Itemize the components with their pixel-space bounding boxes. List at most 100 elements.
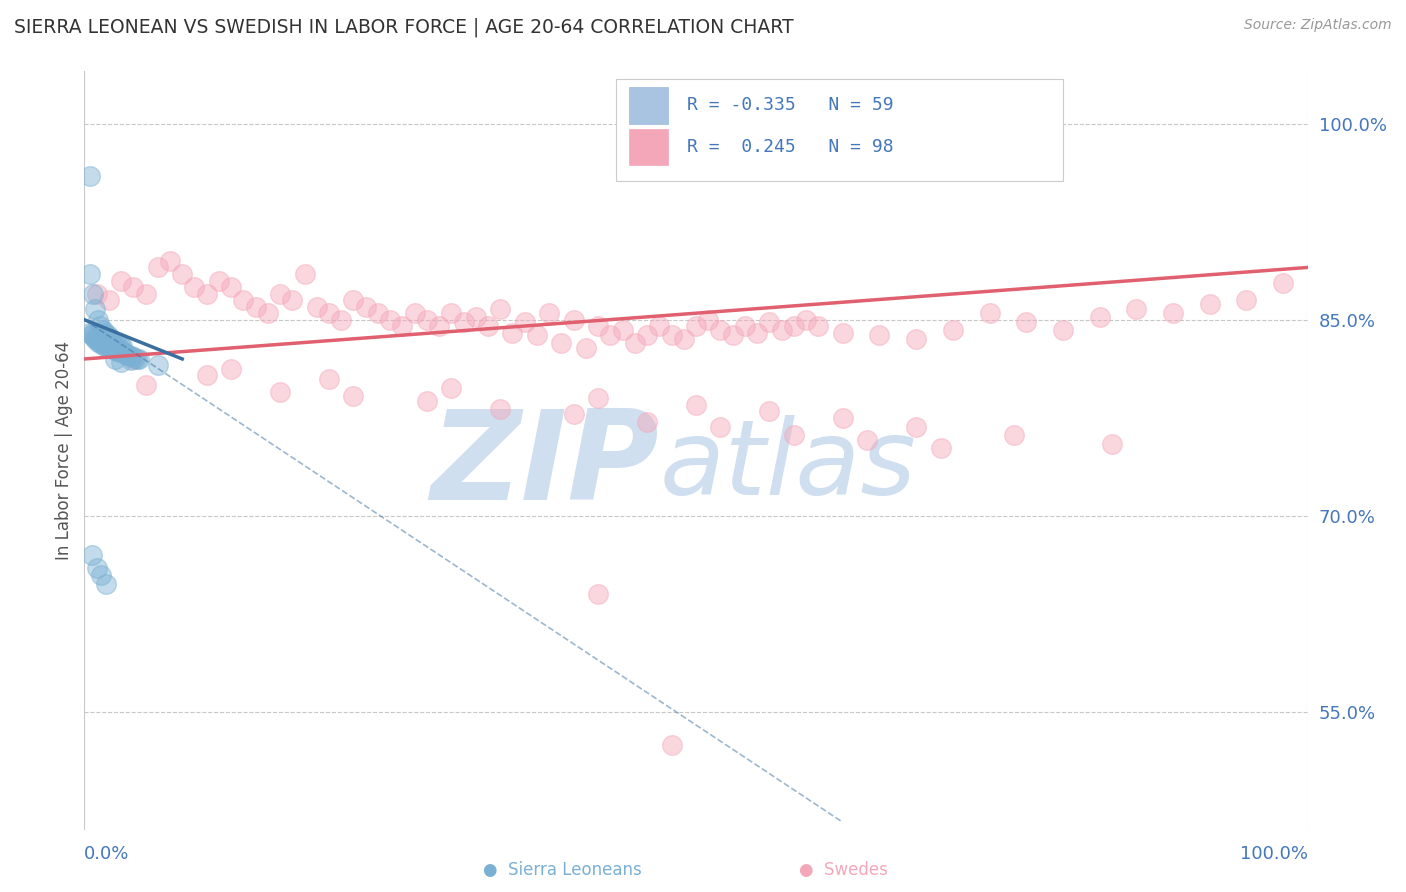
Point — [82, 286, 104, 301]
Point — [96, 336, 118, 351]
Point — [112, 345, 135, 359]
Point — [709, 323, 731, 337]
Point — [208, 273, 231, 287]
Point — [84, 302, 107, 317]
Point — [747, 326, 769, 340]
Point — [79, 169, 101, 183]
Point — [562, 407, 585, 421]
Point — [869, 328, 891, 343]
Point — [107, 343, 129, 357]
Point — [489, 302, 512, 317]
Point — [146, 260, 169, 275]
Point — [794, 312, 817, 326]
Point — [98, 342, 121, 356]
Point — [354, 300, 377, 314]
Point — [672, 332, 695, 346]
Point — [586, 319, 609, 334]
Text: ●  Sierra Leoneans: ● Sierra Leoneans — [484, 861, 641, 879]
Point — [905, 332, 928, 346]
Point — [380, 312, 402, 326]
Point — [709, 420, 731, 434]
Point — [77, 326, 100, 340]
FancyBboxPatch shape — [616, 79, 1063, 181]
Point — [464, 310, 486, 325]
Point — [86, 561, 108, 575]
Point — [183, 280, 205, 294]
Point — [94, 326, 117, 340]
Point — [440, 306, 463, 320]
Point — [624, 336, 647, 351]
Point — [83, 330, 105, 344]
Point — [96, 576, 118, 591]
Point — [1236, 293, 1258, 307]
Point — [195, 368, 218, 382]
Point — [105, 336, 128, 351]
Point — [1198, 297, 1220, 311]
Point — [305, 300, 328, 314]
Point — [97, 328, 120, 343]
Point — [105, 342, 128, 356]
Point — [104, 334, 127, 349]
Point — [195, 286, 218, 301]
Point — [1161, 306, 1184, 320]
Point — [159, 253, 181, 268]
Point — [80, 328, 103, 343]
Point — [146, 359, 169, 373]
Point — [97, 293, 120, 307]
Bar — [628, 129, 668, 165]
Point — [685, 398, 707, 412]
Point — [124, 351, 146, 365]
Point — [125, 351, 148, 366]
Point — [87, 332, 110, 346]
Point — [648, 319, 671, 334]
Point — [269, 286, 291, 301]
Point — [1002, 427, 1025, 442]
Point — [1125, 302, 1147, 317]
Point — [1088, 310, 1111, 325]
Point — [89, 336, 111, 351]
Point — [111, 345, 134, 359]
Point — [90, 334, 112, 348]
Point — [91, 323, 114, 337]
Point — [128, 351, 150, 366]
Bar — [628, 87, 668, 124]
Point — [101, 334, 124, 348]
Text: 100.0%: 100.0% — [1240, 845, 1308, 863]
Point — [108, 337, 131, 351]
Point — [108, 345, 131, 359]
Point — [118, 349, 141, 363]
Y-axis label: In Labor Force | Age 20-64: In Labor Force | Age 20-64 — [55, 341, 73, 560]
Point — [807, 319, 830, 334]
Text: Source: ZipAtlas.com: Source: ZipAtlas.com — [1244, 18, 1392, 32]
Point — [120, 353, 142, 368]
Text: R =  0.245   N = 98: R = 0.245 N = 98 — [688, 138, 894, 156]
Point — [86, 331, 108, 345]
Point — [342, 293, 364, 307]
Point — [856, 433, 879, 447]
Point — [245, 300, 267, 314]
Point — [104, 343, 127, 357]
Point — [758, 404, 780, 418]
Point — [330, 312, 353, 326]
Point — [91, 337, 114, 351]
Point — [404, 306, 426, 320]
Point — [685, 319, 707, 334]
Point — [281, 293, 304, 307]
Point — [89, 319, 111, 334]
Point — [122, 280, 145, 294]
Point — [172, 267, 194, 281]
Point — [94, 339, 117, 353]
Point — [697, 312, 720, 326]
Point — [97, 340, 120, 354]
Text: 0.0%: 0.0% — [84, 845, 129, 863]
Text: ●  Swedes: ● Swedes — [799, 861, 889, 879]
Point — [80, 548, 103, 562]
Point — [1101, 437, 1123, 451]
Point — [489, 401, 512, 416]
Point — [783, 319, 806, 334]
Point — [103, 340, 125, 354]
Point — [979, 306, 1001, 320]
Point — [831, 410, 853, 425]
Point — [79, 267, 101, 281]
Point — [391, 319, 413, 334]
